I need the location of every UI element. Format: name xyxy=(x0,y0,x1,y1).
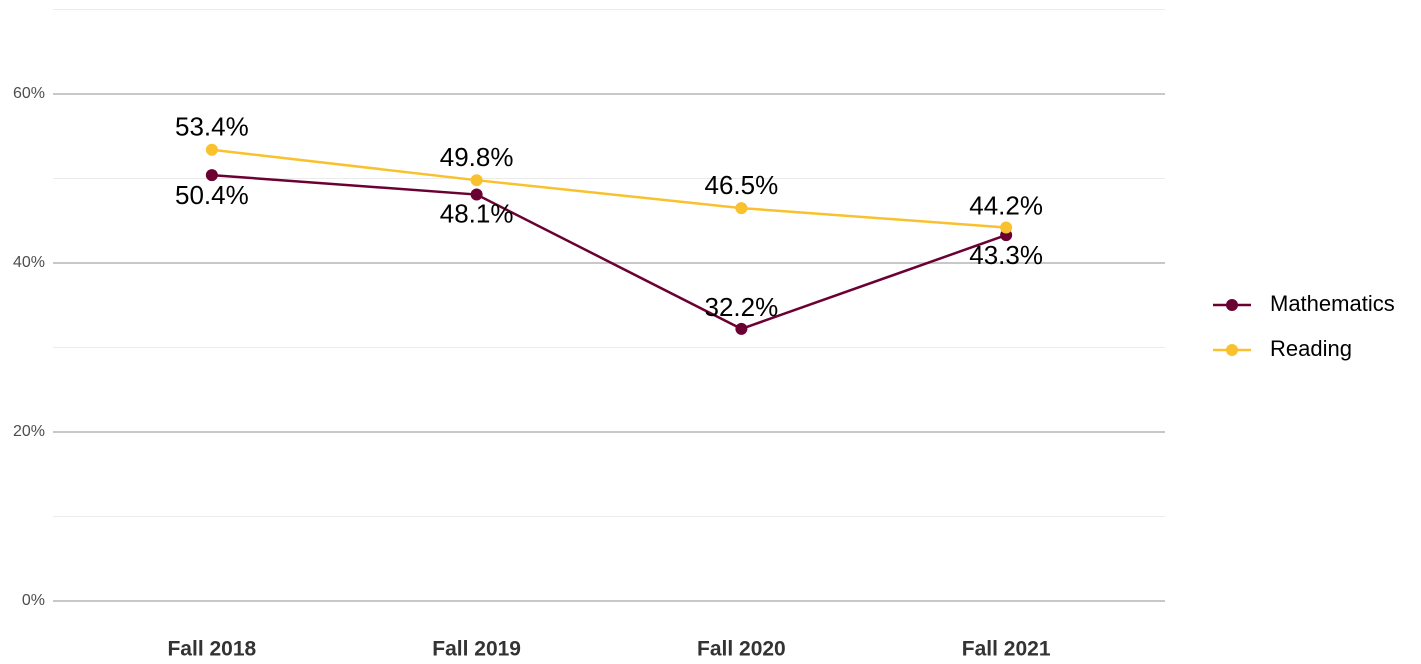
data-label: 53.4% xyxy=(175,112,249,142)
y-tick-label: 60% xyxy=(13,85,45,102)
data-label: 46.5% xyxy=(705,170,779,200)
data-label: 44.2% xyxy=(969,190,1043,220)
y-tick-label: 20% xyxy=(13,423,45,440)
data-label: 32.2% xyxy=(705,292,779,322)
data-point xyxy=(735,202,748,215)
legend-label: Reading xyxy=(1270,336,1352,361)
data-point xyxy=(205,143,218,156)
data-label: 48.1% xyxy=(440,198,514,228)
legend-dot xyxy=(1226,299,1238,311)
data-point xyxy=(735,322,748,335)
x-tick-label: Fall 2020 xyxy=(697,638,786,661)
data-point xyxy=(470,188,483,201)
x-tick-label: Fall 2019 xyxy=(432,638,521,661)
x-tick-label: Fall 2021 xyxy=(962,638,1051,661)
legend-label: Mathematics xyxy=(1270,291,1395,316)
legend-dot xyxy=(1226,344,1238,356)
x-tick-label: Fall 2018 xyxy=(167,638,256,661)
series-line xyxy=(211,173,1007,331)
series-line xyxy=(211,148,1007,229)
y-tick-label: 40% xyxy=(13,254,45,271)
data-point xyxy=(205,169,218,182)
data-label: 50.4% xyxy=(175,180,249,210)
y-tick-label: 0% xyxy=(22,592,45,609)
data-label: 49.8% xyxy=(440,142,514,172)
data-point xyxy=(470,174,483,187)
data-point xyxy=(1000,221,1013,234)
data-label: 43.3% xyxy=(969,240,1043,270)
